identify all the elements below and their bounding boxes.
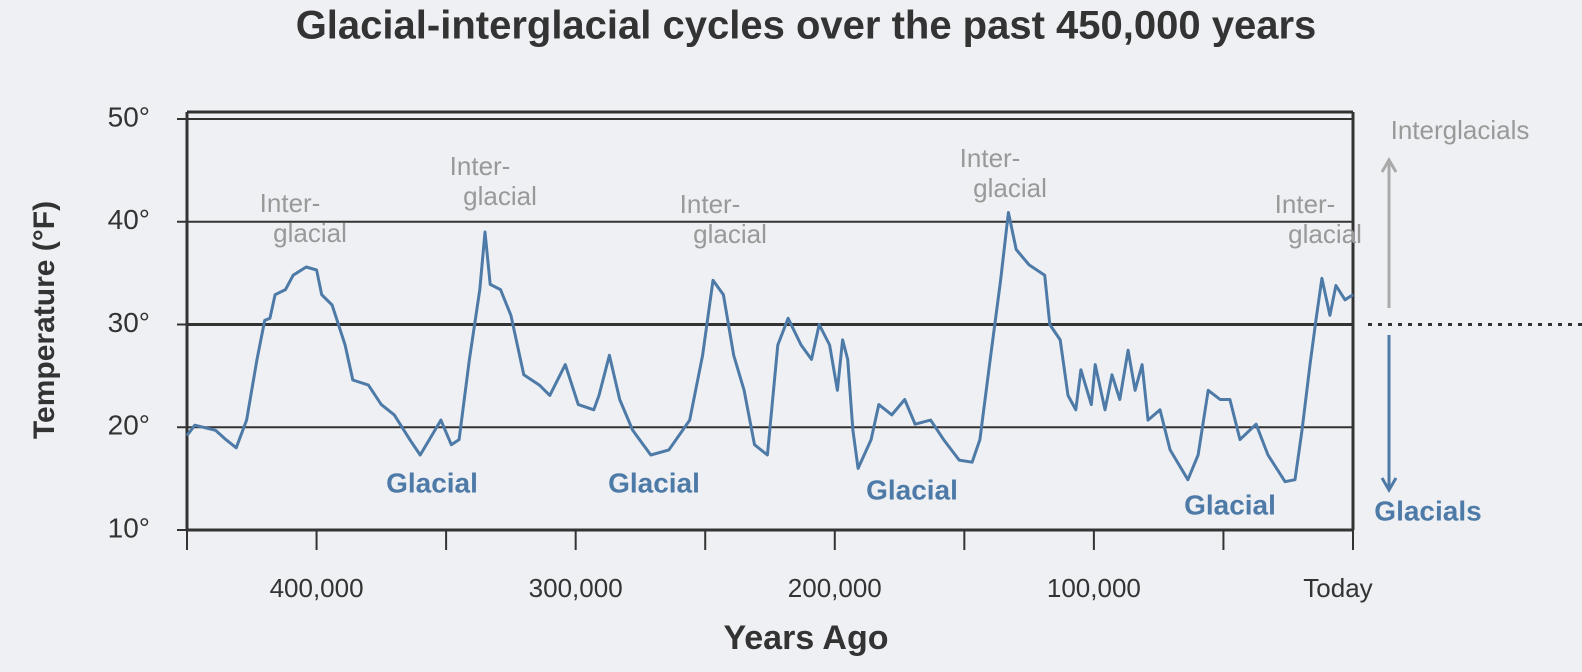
y-tick-label: 50° <box>108 101 150 132</box>
chart-title: Glacial-interglacial cycles over the pas… <box>296 4 1317 48</box>
x-tick-label: Today <box>1303 573 1372 603</box>
interglacial-label: glacial <box>273 218 347 248</box>
interglacial-label: Inter- <box>450 151 511 181</box>
legend-up-label: Interglacials <box>1391 115 1530 145</box>
glacial-label: Glacial <box>1184 489 1276 520</box>
x-tick-label: 100,000 <box>1047 573 1141 603</box>
y-tick-label: 10° <box>108 512 150 543</box>
glacial-label: Glacial <box>866 474 958 505</box>
data-line <box>185 211 1354 484</box>
x-tick-label: 200,000 <box>788 573 882 603</box>
glacial-label: Glacial <box>386 467 478 498</box>
interglacial-label: glacial <box>463 181 537 211</box>
y-tick-label: 40° <box>108 204 150 235</box>
y-tick-label: 30° <box>108 307 150 338</box>
glacial-label: Glacial <box>608 467 700 498</box>
x-axis-title: Years Ago <box>723 619 888 657</box>
y-tick-label: 20° <box>108 410 150 441</box>
interglacial-label: glacial <box>693 219 767 249</box>
legend-down-label: Glacials <box>1374 495 1481 526</box>
interglacial-label: glacial <box>973 173 1047 203</box>
up-arrow-head <box>1380 157 1398 173</box>
down-arrow-head <box>1380 477 1398 493</box>
x-tick-label: 400,000 <box>270 573 364 603</box>
interglacial-label: Inter- <box>680 189 741 219</box>
y-axis-title: Temperature (°F) <box>28 201 61 439</box>
interglacial-label: glacial <box>1288 219 1362 249</box>
interglacial-label: Inter- <box>260 188 321 218</box>
x-tick-label: 300,000 <box>529 573 623 603</box>
interglacial-label: Inter- <box>1275 189 1336 219</box>
interglacial-label: Inter- <box>960 143 1021 173</box>
